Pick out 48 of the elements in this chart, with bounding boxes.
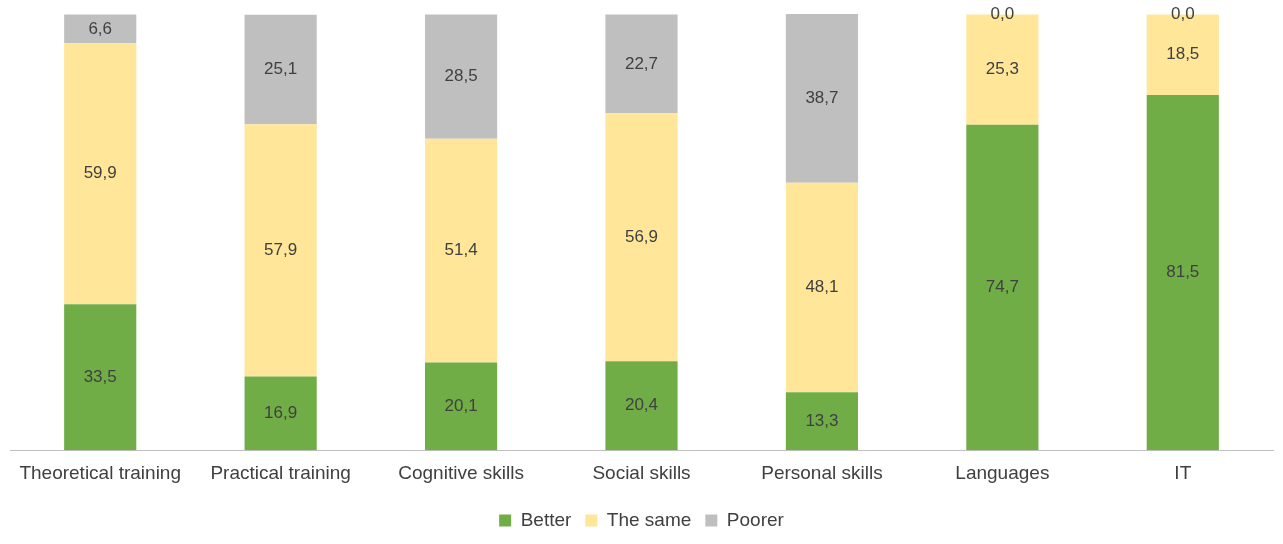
- bar: [424, 14, 498, 139]
- data-label: 6,6: [88, 18, 113, 38]
- bar: [244, 14, 317, 125]
- bar: [64, 43, 137, 305]
- data-label: 56,9: [624, 227, 659, 247]
- x-tick-label: IT: [1174, 461, 1192, 483]
- bar: [785, 14, 859, 183]
- data-label: 48,1: [805, 277, 839, 297]
- bar: [785, 392, 859, 451]
- bar: [605, 14, 678, 114]
- data-label: 0,0: [990, 4, 1015, 24]
- data-label: 51,4: [444, 240, 478, 260]
- bar: [605, 361, 678, 451]
- x-tick-label: Cognitive skills: [398, 461, 524, 483]
- data-label: 16,9: [264, 403, 298, 423]
- data-label: 28,5: [444, 66, 478, 86]
- data-label: 81,5: [1166, 262, 1200, 282]
- bar: [244, 376, 317, 451]
- data-label: 33,5: [83, 366, 117, 386]
- data-label: 22,7: [624, 53, 659, 73]
- bar: [785, 182, 859, 393]
- data-label: 57,9: [264, 240, 298, 260]
- data-label: 13,3: [805, 410, 839, 430]
- bar: [1146, 95, 1219, 451]
- bar: [64, 14, 137, 44]
- data-label: 18,5: [1166, 44, 1200, 64]
- data-label: 20,4: [624, 395, 659, 415]
- bar: [424, 138, 498, 363]
- data-label: 74,7: [985, 277, 1019, 297]
- bar: [605, 113, 678, 362]
- bar: [64, 304, 137, 451]
- data-label: 20,1: [444, 396, 478, 416]
- legend-label: The same: [606, 508, 692, 530]
- legend-label: Poorer: [726, 508, 785, 530]
- data-label: 59,9: [83, 163, 117, 183]
- data-label: 0,0: [1170, 4, 1195, 24]
- data-label: 25,3: [985, 59, 1019, 79]
- x-tick-label: Languages: [955, 461, 1050, 483]
- x-tick-label: Social skills: [592, 461, 691, 483]
- x-tick-label: Theoretical training: [19, 461, 182, 483]
- bar: [244, 124, 317, 377]
- bar: [424, 362, 498, 451]
- x-tick-label: Personal skills: [761, 461, 883, 483]
- bar: [966, 124, 1039, 451]
- legend-label: Better: [520, 508, 573, 530]
- data-label: 25,1: [264, 59, 298, 79]
- x-tick-label: Practical training: [210, 461, 351, 483]
- data-label: 38,7: [805, 88, 839, 108]
